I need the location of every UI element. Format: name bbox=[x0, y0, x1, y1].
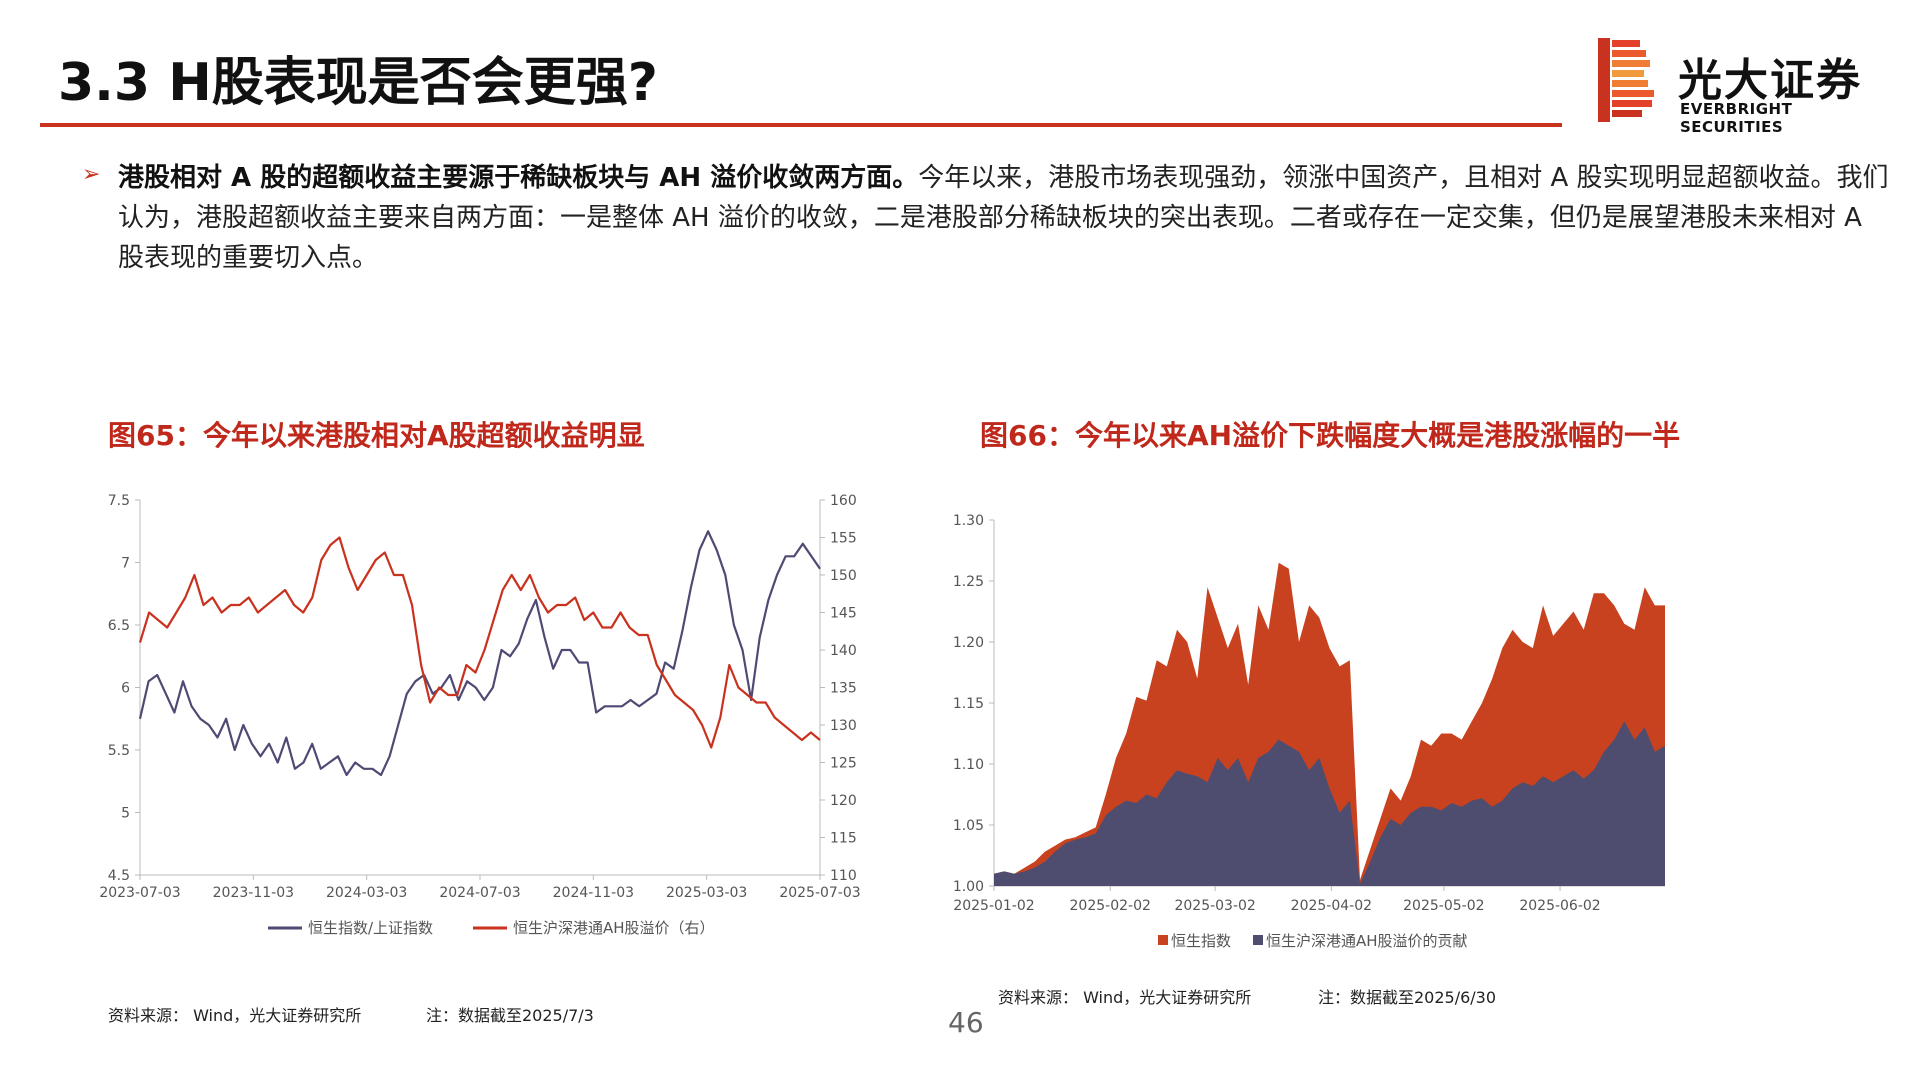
logo-chinese-name: 光大证券 bbox=[1678, 55, 1862, 106]
area-series-2 bbox=[994, 721, 1665, 886]
chart-65: 7.5 7 6.5 6 5.5 5 4.5 160 155 150 145 140 135 130 125 1… bbox=[99, 493, 860, 937]
logo-english-name: EVERBRIGHT SECURITIES bbox=[1680, 100, 1793, 136]
x-tick-label: 2025-05-02 bbox=[1403, 898, 1484, 914]
right-tick-label: 135 bbox=[830, 681, 857, 697]
right-tick-label: 120 bbox=[830, 793, 857, 809]
summary-body: 今年以来，港股市场表现强劲，领涨中国资产，且相对 A 股实现明显超额收益。我们认… bbox=[118, 163, 1889, 273]
left-tick-label: 7.5 bbox=[108, 493, 130, 509]
y-tick-label: 1.05 bbox=[953, 818, 984, 834]
legend-swatch-1 bbox=[1158, 935, 1168, 945]
x-tick-label: 2025-03-02 bbox=[1174, 898, 1255, 914]
company-logo: 光大证券 EVERBRIGHT SECURITIES bbox=[1598, 38, 1898, 136]
summary-text: 港股相对 A 股的超额收益主要源于稀缺板块与 AH 溢价收敛两方面。今年以来，港… bbox=[118, 158, 1892, 278]
y-tick-label: 1.10 bbox=[953, 757, 984, 773]
figure-65-source: 资料来源： Wind，光大证券研究所 bbox=[108, 1006, 362, 1025]
everbright-logo-icon bbox=[1598, 38, 1654, 122]
y-tick-label: 1.20 bbox=[953, 635, 984, 651]
legend-label-1: 恒生指数 bbox=[1171, 932, 1231, 950]
legend-label-2: 恒生沪深港通AH股溢价的贡献 bbox=[1266, 932, 1468, 950]
x-tick-label: 2024-07-03 bbox=[439, 885, 520, 901]
legend-swatch-2 bbox=[1253, 935, 1263, 945]
arrow-bullet-icon: ➢ bbox=[82, 162, 101, 187]
summary-bullet: ➢ 港股相对 A 股的超额收益主要源于稀缺板块与 AH 溢价收敛两方面。今年以来… bbox=[82, 158, 1892, 278]
left-tick-label: 5 bbox=[121, 806, 130, 822]
y-tick-label: 1.00 bbox=[953, 879, 984, 895]
figure-66-note: 注：数据截至2025/6/30 bbox=[1318, 988, 1497, 1007]
x-tick-label: 2025-03-03 bbox=[666, 885, 747, 901]
page-number: 46 bbox=[948, 1006, 984, 1039]
x-tick-label: 2024-03-03 bbox=[326, 885, 407, 901]
figure-65-title: 图65：今年以来港股相对A股超额收益明显 bbox=[108, 419, 645, 452]
figure-66-title: 图66：今年以来AH溢价下跌幅度大概是港股涨幅的一半 bbox=[980, 419, 1681, 452]
left-tick-label: 6.5 bbox=[108, 618, 130, 634]
y-tick-label: 1.30 bbox=[953, 513, 984, 529]
x-tick-label: 2024-11-03 bbox=[553, 885, 634, 901]
right-tick-label: 125 bbox=[830, 756, 857, 772]
series-line-1 bbox=[138, 530, 821, 777]
x-tick-label: 2023-11-03 bbox=[213, 885, 294, 901]
page-title: 3.3 H股表现是否会更强? bbox=[58, 53, 658, 113]
right-tick-label: 140 bbox=[830, 643, 857, 659]
right-tick-label: 160 bbox=[830, 493, 857, 509]
legend-label-2: 恒生沪深港通AH股溢价（右） bbox=[513, 919, 715, 937]
left-tick-label: 6 bbox=[121, 681, 130, 697]
series-line-2 bbox=[138, 536, 821, 749]
y-tick-label: 1.25 bbox=[953, 574, 984, 590]
right-tick-label: 145 bbox=[830, 606, 857, 622]
right-tick-label: 110 bbox=[830, 868, 857, 884]
figure-65-note: 注：数据截至2025/7/3 bbox=[426, 1006, 594, 1025]
x-tick-label: 2025-02-02 bbox=[1070, 898, 1151, 914]
right-tick-label: 155 bbox=[830, 531, 857, 547]
x-tick-label: 2023-07-03 bbox=[99, 885, 180, 901]
right-tick-label: 150 bbox=[830, 568, 857, 584]
y-tick-label: 1.15 bbox=[953, 696, 984, 712]
left-tick-label: 5.5 bbox=[108, 743, 130, 759]
legend-label-1: 恒生指数/上证指数 bbox=[308, 919, 433, 937]
right-tick-label: 130 bbox=[830, 718, 857, 734]
x-tick-label: 2025-06-02 bbox=[1519, 898, 1600, 914]
x-tick-label: 2025-01-02 bbox=[953, 898, 1034, 914]
title-divider bbox=[40, 123, 1562, 127]
chart-66: 1.30 1.25 1.20 1.15 1.10 1.05 1.00 2025-01-02 20… bbox=[953, 513, 1665, 950]
figure-66-source: 资料来源： Wind，光大证券研究所 bbox=[998, 988, 1252, 1007]
x-tick-label: 2025-07-03 bbox=[779, 885, 860, 901]
x-tick-label: 2025-04-02 bbox=[1291, 898, 1372, 914]
left-tick-label: 4.5 bbox=[108, 868, 130, 884]
summary-bold-lead: 港股相对 A 股的超额收益主要源于稀缺板块与 AH 溢价收敛两方面。 bbox=[118, 163, 919, 193]
left-tick-label: 7 bbox=[121, 556, 130, 572]
right-tick-label: 115 bbox=[830, 831, 857, 847]
